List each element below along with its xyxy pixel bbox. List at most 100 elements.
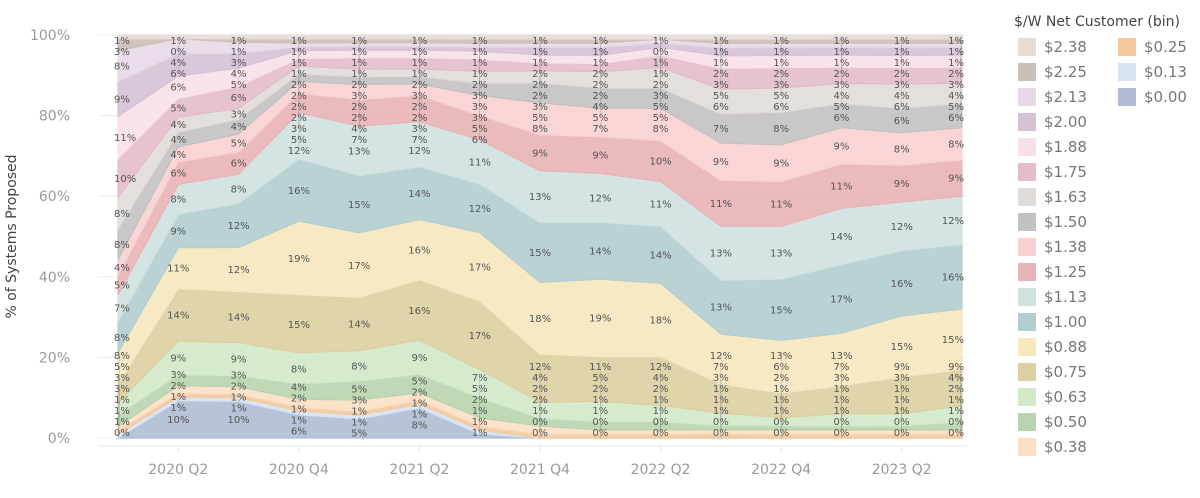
data-label: 5% <box>170 103 186 114</box>
data-label: 1% <box>472 428 488 439</box>
data-label: 9% <box>592 151 608 162</box>
data-label: 14% <box>589 246 611 257</box>
data-label: 2% <box>291 80 307 91</box>
data-label: 14% <box>167 310 189 321</box>
data-label: 3% <box>653 91 669 102</box>
y-tick-label: 20% <box>39 350 70 366</box>
data-label: 10% <box>649 157 671 168</box>
legend-swatch <box>1018 162 1036 181</box>
data-label: 12% <box>288 146 310 157</box>
label-leader-line <box>117 410 121 433</box>
label-leader-line <box>959 75 963 96</box>
data-label: 1% <box>472 36 488 47</box>
data-label: 2% <box>833 69 849 80</box>
data-label: 1% <box>948 395 964 406</box>
legend-item[interactable]: $1.00 <box>1004 309 1104 334</box>
legend-label: $0.63 <box>1044 387 1087 406</box>
label-leader-line <box>117 36 121 41</box>
data-label: 4% <box>170 120 186 131</box>
data-label: 4% <box>231 69 247 80</box>
legend-item[interactable]: $0.63 <box>1004 384 1104 409</box>
data-label: 1% <box>411 69 427 80</box>
legend-item[interactable]: $0.00 <box>1104 84 1194 109</box>
data-label: 1% <box>653 36 669 47</box>
legend-item[interactable]: $0.38 <box>1004 434 1104 459</box>
data-label: 15% <box>288 320 310 331</box>
legend-item[interactable]: $1.88 <box>1004 134 1104 159</box>
data-label: 5% <box>773 91 789 102</box>
data-label: 1% <box>948 47 964 58</box>
legend-item[interactable]: $0.13 <box>1104 59 1194 84</box>
legend-label: $2.00 <box>1044 112 1087 131</box>
legend-item[interactable]: $1.13 <box>1004 284 1104 309</box>
data-label: 7% <box>411 135 427 146</box>
data-label: 3% <box>833 80 849 91</box>
legend-swatch <box>1018 137 1036 156</box>
legend-item[interactable]: $2.25 <box>1004 59 1104 84</box>
legend-item[interactable]: $0.25 <box>1104 34 1194 59</box>
data-label: 2% <box>592 80 608 91</box>
legend-label: $0.13 <box>1144 62 1187 81</box>
data-label: 12% <box>942 216 964 227</box>
data-label: 11% <box>589 362 611 373</box>
label-leader-line <box>117 432 121 439</box>
legend-item[interactable]: $1.25 <box>1004 259 1104 284</box>
label-leader-line <box>959 45 963 63</box>
data-label: 3% <box>532 102 548 113</box>
legend-swatch <box>1118 62 1136 81</box>
data-label: 1% <box>351 36 367 47</box>
legend-item[interactable]: $1.75 <box>1004 159 1104 184</box>
legend-swatch <box>1018 112 1036 131</box>
data-label: 4% <box>231 122 247 133</box>
data-label: 16% <box>408 306 430 317</box>
data-label: 1% <box>114 417 130 428</box>
y-tick-label: 60% <box>39 189 70 205</box>
data-label: 11% <box>649 200 671 211</box>
y-tick-label: 40% <box>39 270 70 286</box>
data-label: 3% <box>948 80 964 91</box>
data-label: 1% <box>532 47 548 58</box>
data-label: 1% <box>114 36 130 47</box>
data-label: 2% <box>532 69 548 80</box>
data-label: 13% <box>770 248 792 259</box>
legend-item[interactable]: $0.50 <box>1004 409 1104 434</box>
data-label: 1% <box>773 47 789 58</box>
legend-item[interactable]: $2.00 <box>1004 109 1104 134</box>
data-label: 2% <box>472 80 488 91</box>
x-tick-label: 2022 Q2 <box>631 462 691 478</box>
label-leader-line <box>117 355 121 369</box>
label-leader-line <box>117 377 121 409</box>
data-label: 18% <box>529 314 551 325</box>
data-label: 1% <box>114 395 130 406</box>
data-label: 8% <box>411 420 427 431</box>
data-label: 9% <box>948 174 964 185</box>
data-label: 1% <box>472 69 488 80</box>
legend-item[interactable]: $2.13 <box>1004 84 1104 109</box>
data-label: 4% <box>833 91 849 102</box>
data-label: 8% <box>231 184 247 195</box>
data-label: 11% <box>167 264 189 275</box>
legend-item[interactable]: $0.75 <box>1004 359 1104 384</box>
label-leader-line <box>117 366 121 394</box>
legend-item[interactable]: $1.38 <box>1004 234 1104 259</box>
data-label: 4% <box>170 150 186 161</box>
label-leader-line <box>959 421 963 439</box>
data-label: 9% <box>894 179 910 190</box>
label-leader-line <box>959 399 963 432</box>
data-label: 3% <box>114 373 130 384</box>
x-tick-label: 2020 Q2 <box>148 462 208 478</box>
data-label: 6% <box>894 116 910 127</box>
data-label: 1% <box>894 36 910 47</box>
legend-item[interactable]: $2.38 <box>1004 34 1104 59</box>
data-label: 3% <box>472 113 488 124</box>
data-label: 0% <box>114 428 130 439</box>
data-label: 19% <box>589 314 611 325</box>
legend-item[interactable]: $0.88 <box>1004 334 1104 359</box>
data-label: 5% <box>532 113 548 124</box>
data-label: 1% <box>351 47 367 58</box>
label-leader-line <box>959 40 963 52</box>
label-leader-line <box>959 51 963 74</box>
legend-item[interactable]: $1.63 <box>1004 184 1104 209</box>
legend-item[interactable]: $1.50 <box>1004 209 1104 234</box>
data-label: 3% <box>411 124 427 135</box>
